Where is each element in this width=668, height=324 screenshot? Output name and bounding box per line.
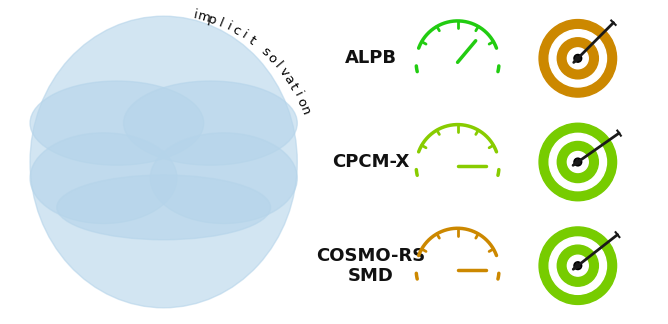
Text: t: t (286, 81, 300, 92)
Circle shape (574, 54, 582, 62)
Text: l: l (216, 17, 224, 30)
Circle shape (574, 158, 582, 166)
Text: v: v (276, 64, 291, 79)
Text: SMD: SMD (348, 267, 393, 285)
Text: a: a (281, 72, 296, 86)
Text: i: i (192, 9, 198, 22)
Ellipse shape (30, 16, 297, 308)
Circle shape (539, 123, 617, 201)
Circle shape (574, 262, 582, 270)
Circle shape (549, 133, 607, 191)
Circle shape (549, 30, 607, 87)
Ellipse shape (57, 175, 271, 240)
Ellipse shape (124, 81, 297, 165)
Text: ALPB: ALPB (345, 49, 397, 67)
Text: p: p (206, 13, 218, 28)
Text: c: c (230, 24, 243, 39)
Circle shape (557, 142, 599, 182)
Ellipse shape (150, 133, 297, 224)
Ellipse shape (30, 81, 204, 165)
Text: i: i (224, 20, 233, 34)
Ellipse shape (30, 133, 177, 224)
Circle shape (567, 255, 589, 276)
Polygon shape (573, 159, 580, 165)
Polygon shape (574, 56, 580, 63)
Text: CPCM-X: CPCM-X (332, 153, 409, 171)
Text: s: s (259, 45, 273, 59)
Circle shape (567, 48, 589, 69)
Text: o: o (294, 96, 309, 109)
Circle shape (557, 38, 599, 79)
Text: i: i (239, 29, 249, 42)
Text: COSMO-RS: COSMO-RS (316, 247, 426, 265)
Circle shape (557, 245, 599, 286)
Circle shape (539, 227, 617, 305)
Text: m: m (196, 9, 212, 26)
Text: l: l (271, 59, 284, 70)
Circle shape (567, 152, 589, 172)
Polygon shape (573, 263, 580, 269)
Text: t: t (246, 34, 257, 47)
Circle shape (549, 237, 607, 294)
Text: n: n (297, 105, 312, 117)
Text: o: o (265, 51, 279, 65)
Circle shape (539, 19, 617, 97)
Text: i: i (291, 90, 304, 99)
